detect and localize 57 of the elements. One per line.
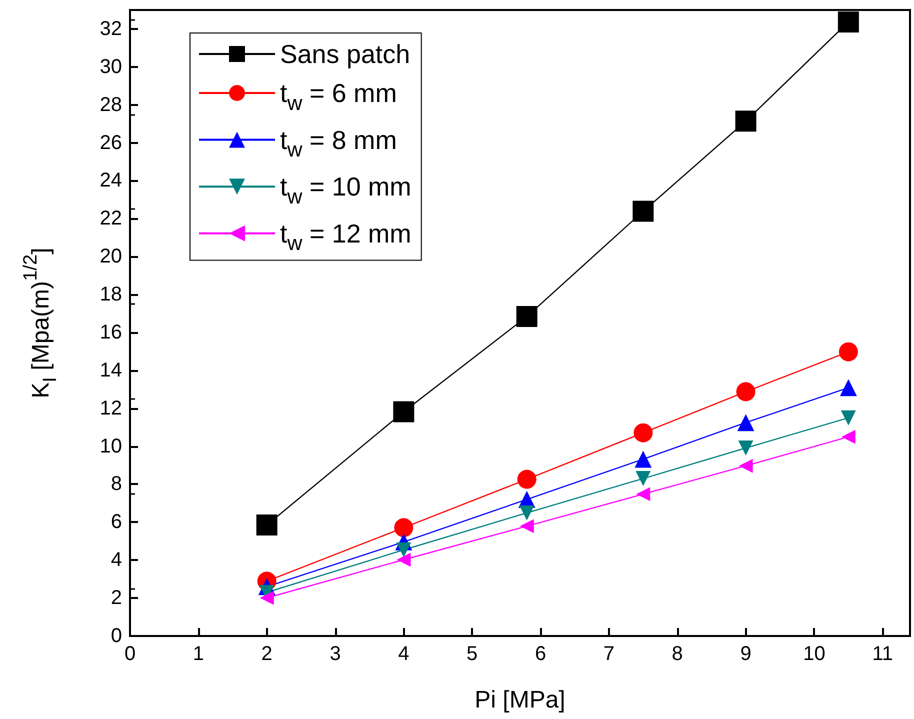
y-tick-label: 28 xyxy=(100,94,122,116)
point xyxy=(840,410,856,426)
y-tick-label: 26 xyxy=(100,132,122,154)
point xyxy=(636,471,651,486)
x-tick-label: 8 xyxy=(672,643,683,665)
y-axis-title: KI [Mpa(m)1/2] xyxy=(20,248,61,398)
point xyxy=(393,401,414,422)
y-tick-label: 32 xyxy=(100,18,122,40)
point xyxy=(838,342,858,362)
point xyxy=(838,11,859,32)
y-tick-label: 30 xyxy=(100,56,122,78)
point xyxy=(841,430,856,444)
x-axis-title: Pi [MPa] xyxy=(474,686,566,714)
y-tick-label: 6 xyxy=(110,511,122,534)
x-tick-label: 7 xyxy=(603,643,615,665)
x-tick-label: 11 xyxy=(872,643,894,665)
x-tick-label: 5 xyxy=(466,643,478,665)
point xyxy=(396,542,412,558)
point xyxy=(738,458,753,473)
y-tick-label: 4 xyxy=(110,549,122,572)
point xyxy=(516,306,538,328)
y-tick-label: 18 xyxy=(100,284,122,306)
x-tick-label: 4 xyxy=(398,643,410,665)
point xyxy=(519,505,534,520)
point xyxy=(520,519,534,534)
x-tick-label: 9 xyxy=(740,643,752,665)
point xyxy=(840,379,857,396)
y-tick-label: 24 xyxy=(100,170,122,192)
point xyxy=(736,382,756,402)
point xyxy=(394,518,414,538)
y-tick-label: 12 xyxy=(100,397,122,420)
x-tick-label: 3 xyxy=(330,643,341,665)
y-tick-label: 8 xyxy=(110,473,122,496)
y-tick-label: 10 xyxy=(100,435,122,458)
y-tick-label: 16 xyxy=(100,321,122,344)
point xyxy=(517,470,536,489)
point xyxy=(636,487,650,502)
y-tick-label: 20 xyxy=(100,246,122,268)
x-tick-label: 1 xyxy=(192,643,204,665)
y-tick-label: 14 xyxy=(100,359,122,382)
point xyxy=(256,514,278,536)
x-tick-label: 2 xyxy=(261,643,272,665)
point xyxy=(735,110,756,132)
y-tick-label: 2 xyxy=(110,587,122,610)
x-tick-label: 10 xyxy=(803,643,826,665)
point xyxy=(737,414,754,432)
y-tick-label: 22 xyxy=(100,208,122,230)
point xyxy=(634,423,653,442)
point xyxy=(738,440,754,456)
point xyxy=(634,450,652,468)
point xyxy=(632,200,654,222)
y-tick-label: 0 xyxy=(110,625,122,647)
x-tick-label: 0 xyxy=(124,643,136,665)
point xyxy=(260,590,274,605)
legend-label: Sans patch xyxy=(280,39,410,69)
x-tick-label: 6 xyxy=(534,643,546,665)
point xyxy=(396,552,411,567)
